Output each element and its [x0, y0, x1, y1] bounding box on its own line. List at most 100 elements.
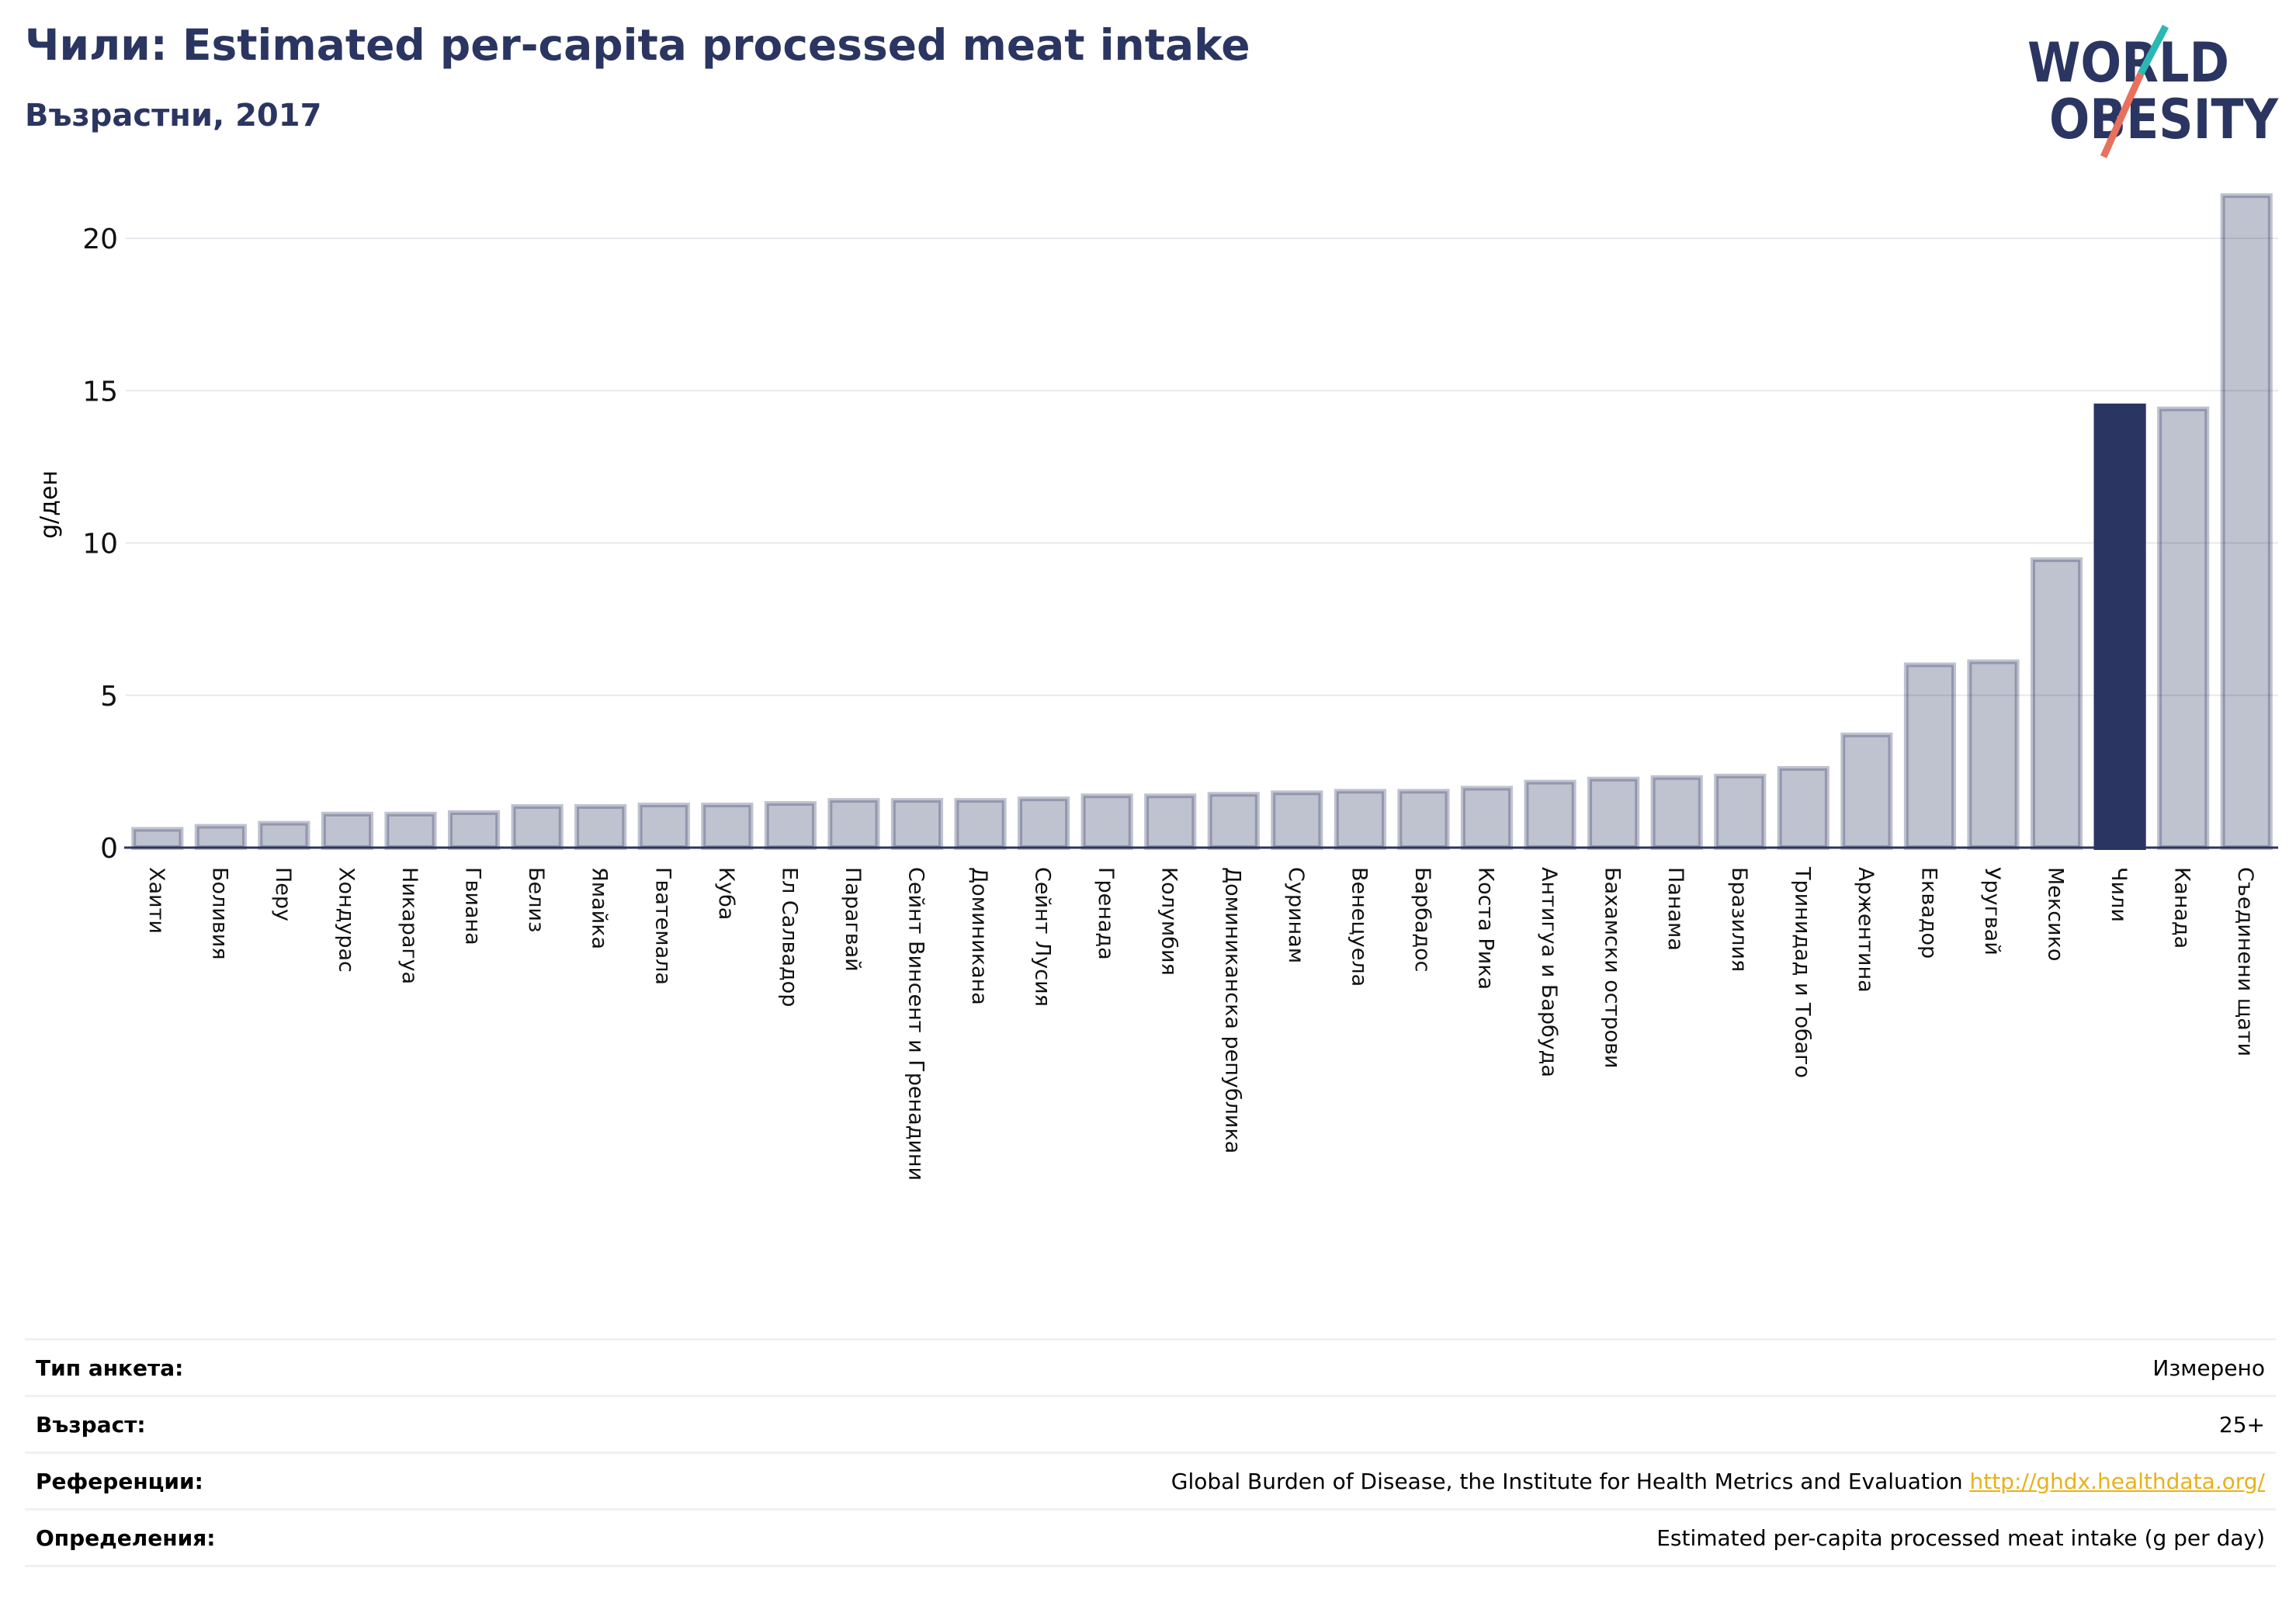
x-tick-label: Тринидад и Тобаго: [1790, 866, 1814, 1078]
bar-10[interactable]: [701, 803, 754, 851]
logo-slash-bottom: [2100, 72, 2145, 158]
info-value-text: Измерено: [2152, 1354, 2265, 1381]
info-value-text: 25+: [2218, 1411, 2265, 1438]
bar-29[interactable]: [1903, 662, 1957, 850]
bar-21[interactable]: [1397, 789, 1450, 851]
x-tick-label: Перу: [271, 867, 295, 921]
x-tick-label: Суринам: [1284, 867, 1308, 963]
info-row: Определения: Estimated per-capita process…: [25, 1508, 2276, 1567]
world-obesity-logo: WORLD OBESITY: [2027, 24, 2279, 158]
x-tick-label: Гренада: [1094, 867, 1118, 960]
bar-31[interactable]: [2030, 557, 2083, 851]
x-tick-label: Съединени щати: [2233, 867, 2257, 1056]
grid-lines: [126, 238, 2278, 696]
x-tick-label: Никарагуа: [397, 867, 421, 984]
bar-30[interactable]: [1967, 659, 2020, 851]
x-tick-label: Колумбия: [1157, 867, 1181, 976]
x-tick-label: Ел Салвадор: [777, 867, 801, 1007]
info-key: Определения:: [25, 1508, 369, 1567]
bar-8[interactable]: [574, 804, 627, 850]
bar-13[interactable]: [890, 798, 944, 850]
bar-24[interactable]: [1587, 776, 1640, 850]
bar-32[interactable]: [2093, 403, 2146, 850]
x-tick-label: Коста Рика: [1474, 867, 1498, 990]
info-value: Estimated per-capita processed meat inta…: [369, 1508, 2276, 1567]
info-table: Тип анкета: Измерено Възраст: 25+ Референции…: [25, 1338, 2276, 1567]
bar-2[interactable]: [194, 824, 247, 851]
x-tick-label: Канада: [2170, 867, 2194, 949]
bar-7[interactable]: [511, 804, 564, 850]
y-axis-ticks: 0 5 10 15 20: [82, 224, 118, 865]
bar-17[interactable]: [1144, 793, 1197, 851]
y-tick-label: 0: [100, 833, 118, 865]
x-tick-label: Гватемала: [650, 867, 675, 985]
x-tick-label: Антигуа и Барбуда: [1537, 867, 1561, 1077]
x-tick-label: Парагвай: [841, 867, 865, 972]
bar-33[interactable]: [2157, 406, 2210, 850]
y-tick-label: 5: [100, 681, 118, 713]
y-tick-label: 20: [82, 224, 118, 255]
bar-12[interactable]: [827, 798, 880, 850]
x-tick-label: Аржентина: [1854, 867, 1878, 993]
info-row: Референции: Global Burden of Disease, the…: [25, 1452, 2276, 1510]
info-value: 25+: [369, 1395, 2276, 1453]
x-tick-label: Бразилия: [1727, 867, 1751, 972]
x-tick-label: Бахамски острови: [1601, 867, 1625, 1068]
bar-16[interactable]: [1080, 793, 1133, 851]
bar-1[interactable]: [131, 827, 184, 850]
bar-4[interactable]: [321, 811, 374, 850]
bar-14[interactable]: [954, 798, 1007, 850]
bar-6[interactable]: [447, 810, 501, 851]
x-tick-label: Белиз: [524, 867, 548, 932]
x-tick-label: Уругвай: [1980, 867, 2004, 956]
x-tick-label: Куба: [714, 867, 738, 920]
info-key: Възраст:: [25, 1395, 369, 1453]
bar-chart: 0 5 10 15 20 g/ден Хаити Боливия Перу Хондурас Н…: [36, 193, 2278, 1181]
x-tick-label: Сейнт Винсент и Гренадини: [903, 867, 928, 1181]
info-row: Тип анкета: Измерено: [25, 1338, 2276, 1396]
logo-slash-top: [2138, 24, 2169, 76]
bar-15[interactable]: [1018, 796, 1070, 850]
x-tick-label: Еквадор: [1916, 867, 1941, 959]
bar-11[interactable]: [764, 801, 817, 851]
bar-26[interactable]: [1714, 773, 1767, 851]
x-tick-label: Хондурас: [334, 867, 358, 973]
bar-18[interactable]: [1207, 792, 1260, 850]
logo-line-2: OBESITY: [2049, 88, 2279, 151]
bar-5[interactable]: [384, 811, 437, 850]
bar-25[interactable]: [1650, 775, 1703, 850]
y-tick-label: 15: [82, 376, 118, 408]
chart-title: Чили: Estimated per-capita processed mea…: [25, 20, 1250, 70]
info-value: Измерено: [369, 1338, 2276, 1396]
reference-link[interactable]: http://ghdx.healthdata.org/: [1969, 1468, 2265, 1494]
x-tick-label: Доминикана: [967, 867, 991, 1005]
info-value-text: Estimated per-capita processed meat inta…: [1656, 1524, 2265, 1551]
info-key: Референции:: [25, 1452, 369, 1510]
bar-28[interactable]: [1840, 732, 1893, 851]
info-value: Global Burden of Disease, the Institute …: [369, 1452, 2276, 1510]
bars: [131, 193, 2273, 851]
bar-19[interactable]: [1271, 790, 1323, 850]
info-key: Тип анкета:: [25, 1338, 369, 1396]
bar-20[interactable]: [1334, 789, 1386, 851]
x-tick-label: Барбадос: [1410, 867, 1434, 972]
bar-23[interactable]: [1524, 779, 1576, 850]
x-tick-label: Мексико: [2044, 867, 2068, 961]
y-tick-label: 10: [82, 529, 118, 560]
bar-3[interactable]: [258, 820, 310, 850]
x-tick-label: Ямайка: [588, 867, 612, 949]
x-tick-label: Доминиканска република: [1220, 867, 1244, 1153]
bar-9[interactable]: [637, 803, 690, 851]
info-value-text: Global Burden of Disease, the Institute …: [1171, 1468, 1963, 1494]
x-tick-label: Боливия: [207, 867, 231, 960]
x-tick-label: Хаити: [144, 867, 168, 934]
bar-27[interactable]: [1777, 765, 1830, 851]
bar-34[interactable]: [2220, 193, 2273, 851]
bar-22[interactable]: [1460, 786, 1514, 851]
logo-line-1: WORLD: [2027, 31, 2229, 95]
x-tick-label: Панама: [1663, 867, 1687, 951]
x-tick-label: Гвиана: [461, 867, 485, 945]
y-axis-label: g/ден: [36, 470, 63, 539]
chart-subtitle: Възрастни, 2017: [25, 98, 322, 134]
x-axis-labels: Хаити Боливия Перу Хондурас Никарагуа Гвиана Б…: [144, 866, 2257, 1181]
